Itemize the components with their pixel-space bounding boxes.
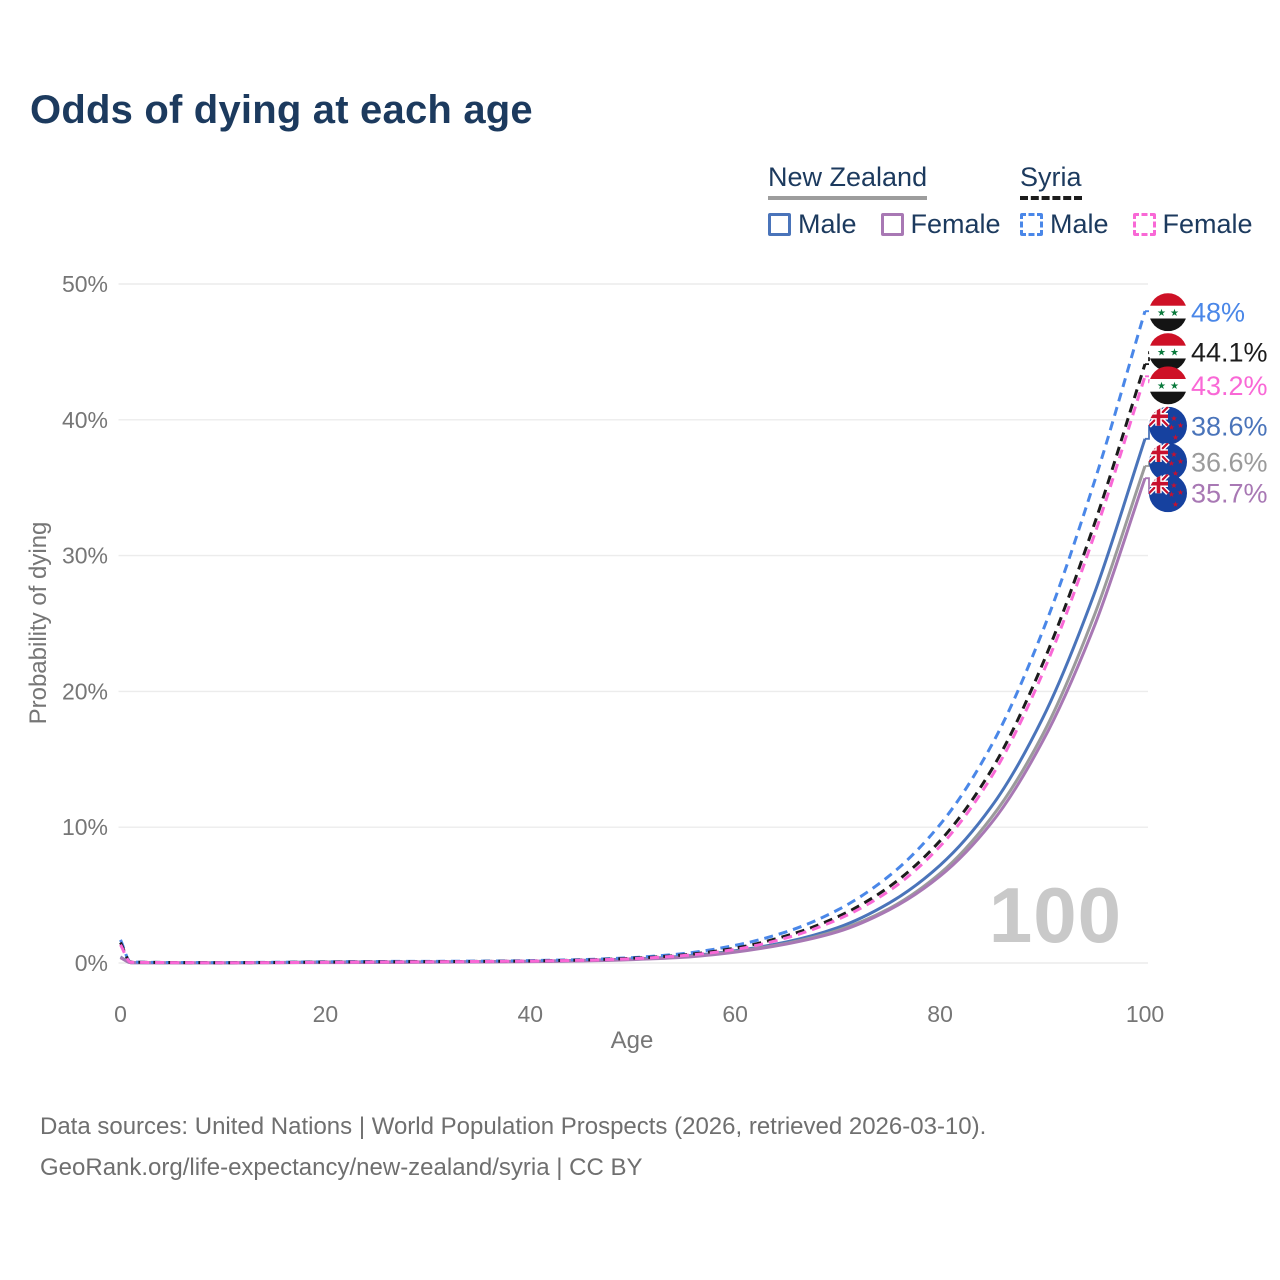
new-zealand-flag-icon: ★★★★ bbox=[1149, 442, 1187, 481]
svg-text:★: ★ bbox=[1170, 381, 1179, 392]
new-zealand-flag-icon: ★★★★ bbox=[1149, 474, 1187, 513]
end-label-layer: ★ ★ 48%★ ★ 44.1%★ ★ 43.2%★★★★ 38.6%★★★★ 36.6%★★★… bbox=[1145, 293, 1268, 513]
legend-entries-syria: Male Female bbox=[1020, 209, 1277, 240]
end-value-label-new-zealand-both: 36.6% bbox=[1191, 447, 1268, 477]
new-zealand-flag-icon: ★★★★ bbox=[1149, 406, 1187, 445]
chart-title: Odds of dying at each age bbox=[30, 88, 533, 132]
y-tick-label: 50% bbox=[62, 271, 108, 297]
legend-entry-nz-female[interactable]: Female bbox=[880, 209, 1001, 240]
y-tick-label: 30% bbox=[62, 543, 108, 569]
nz-female-swatch-icon[interactable] bbox=[880, 213, 904, 236]
svg-text:★: ★ bbox=[1170, 481, 1177, 490]
svg-text:★: ★ bbox=[1157, 381, 1166, 392]
legend-country-syria[interactable]: Syria bbox=[1020, 162, 1082, 200]
grid-layer bbox=[118, 283, 1148, 964]
syria-male-swatch-icon[interactable] bbox=[1020, 213, 1043, 236]
svg-text:★: ★ bbox=[1157, 348, 1166, 359]
y-tick-label: 40% bbox=[62, 407, 108, 433]
x-tick-label: 100 bbox=[1126, 1001, 1164, 1027]
x-tick-label: 0 bbox=[114, 1001, 127, 1027]
end-value-label-syria-both: 44.1% bbox=[1191, 338, 1268, 368]
svg-text:★: ★ bbox=[1172, 469, 1179, 478]
legend-entry-syria-male[interactable]: Male bbox=[1020, 209, 1109, 240]
svg-text:★: ★ bbox=[1177, 457, 1184, 466]
nz-male-label[interactable]: Male bbox=[798, 209, 857, 239]
legend-entries-new-zealand: Male Female bbox=[768, 209, 1025, 240]
source-line-1: Data sources: United Nations | World Pop… bbox=[40, 1113, 987, 1140]
legend-entry-nz-male[interactable]: Male bbox=[768, 209, 857, 240]
syria-male-label[interactable]: Male bbox=[1050, 209, 1109, 239]
svg-text:★: ★ bbox=[1177, 488, 1184, 497]
x-tick-label: 80 bbox=[927, 1001, 953, 1027]
svg-text:★: ★ bbox=[1170, 414, 1177, 423]
source-note: Data sources: United Nations | World Pop… bbox=[40, 1106, 986, 1188]
svg-text:★: ★ bbox=[1170, 348, 1179, 359]
series-line-new-zealand-female[interactable] bbox=[119, 477, 1147, 965]
series-layer bbox=[119, 310, 1147, 965]
legend-group-new-zealand: New Zealand Male Female bbox=[768, 162, 1025, 240]
nz-female-label[interactable]: Female bbox=[910, 209, 1001, 239]
series-line-syria-both[interactable] bbox=[119, 363, 1147, 965]
svg-text:★: ★ bbox=[1157, 308, 1166, 319]
syria-flag-icon: ★ ★ bbox=[1149, 333, 1187, 372]
end-value-label-syria-female: 43.2% bbox=[1191, 371, 1268, 401]
x-tick-label: 40 bbox=[518, 1001, 544, 1027]
end-value-label-syria-male: 48% bbox=[1191, 298, 1245, 328]
svg-text:★: ★ bbox=[1168, 423, 1175, 432]
svg-text:★: ★ bbox=[1172, 500, 1179, 509]
nz-male-swatch-icon[interactable] bbox=[768, 213, 791, 236]
svg-text:★: ★ bbox=[1177, 421, 1184, 430]
legend-country-new-zealand[interactable]: New Zealand bbox=[768, 162, 928, 200]
source-line-2: GeoRank.org/life-expectancy/new-zealand/… bbox=[40, 1154, 643, 1181]
x-axis-title: Age bbox=[611, 1027, 654, 1054]
svg-text:★: ★ bbox=[1168, 459, 1175, 468]
svg-text:★: ★ bbox=[1170, 308, 1179, 319]
end-value-label-new-zealand-male: 38.6% bbox=[1191, 411, 1268, 441]
syria-flag-icon: ★ ★ bbox=[1149, 293, 1187, 332]
y-tick-label: 10% bbox=[62, 814, 108, 840]
y-axis-title: Probability of dying bbox=[25, 522, 52, 725]
svg-text:★: ★ bbox=[1168, 490, 1175, 499]
end-value-label-new-zealand-female: 35.7% bbox=[1191, 479, 1268, 509]
y-tick-label: 20% bbox=[62, 678, 108, 704]
x-tick-label: 60 bbox=[722, 1001, 748, 1027]
series-line-syria-female[interactable] bbox=[119, 375, 1147, 965]
syria-female-swatch-icon[interactable] bbox=[1132, 213, 1156, 236]
legend-entry-syria-female[interactable]: Female bbox=[1132, 209, 1253, 240]
chart-canvas: ★ ★ 48%★ ★ 44.1%★ ★ 43.2%★★★★ 38.6%★★★★ 36.6%★★★… bbox=[25, 271, 1268, 1054]
svg-text:★: ★ bbox=[1172, 433, 1179, 442]
legend-group-syria: Syria Male Female bbox=[1020, 162, 1277, 240]
x-tick-label: 20 bbox=[313, 1001, 339, 1027]
series-line-new-zealand-both[interactable] bbox=[119, 465, 1147, 965]
age-watermark: 100 bbox=[988, 871, 1122, 959]
y-tick-label: 0% bbox=[75, 950, 108, 976]
syria-female-label[interactable]: Female bbox=[1162, 209, 1253, 239]
tick-layer: 0% 10% 20% 30% 40% 50% 0 20 40 60 80 100 bbox=[62, 271, 1164, 1027]
syria-flag-icon: ★ ★ bbox=[1149, 366, 1187, 405]
series-line-syria-male[interactable] bbox=[119, 310, 1147, 965]
svg-text:★: ★ bbox=[1170, 450, 1177, 459]
series-line-new-zealand-male[interactable] bbox=[119, 438, 1147, 965]
